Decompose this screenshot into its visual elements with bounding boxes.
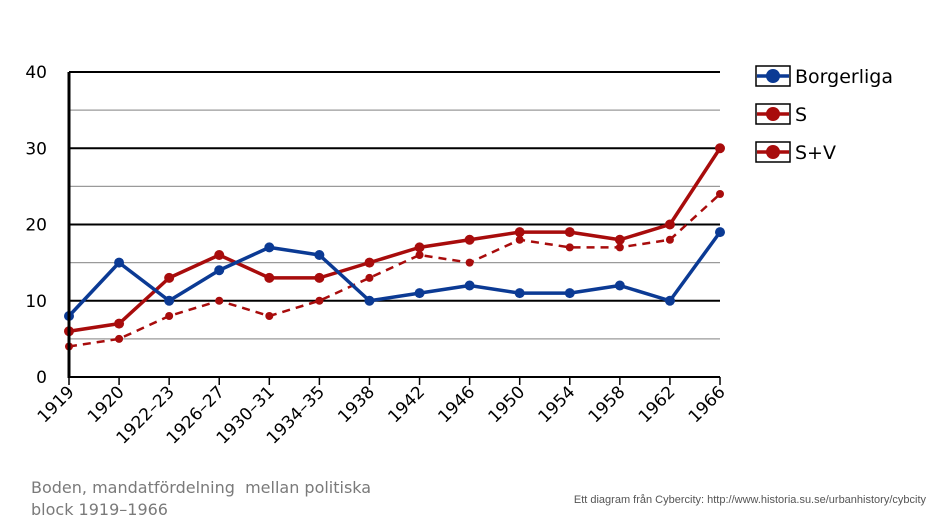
data-point: [314, 272, 325, 283]
legend-swatch-marker: [766, 107, 780, 121]
series-line: [67, 231, 722, 318]
x-tick-label: 1946: [434, 382, 479, 427]
y-tick-label: 30: [25, 139, 47, 159]
chart-credit: Ett diagram från Cybercity: http://www.h…: [573, 494, 926, 506]
data-point: [464, 234, 475, 245]
legend-item: S+V: [755, 141, 836, 164]
data-point: [415, 251, 424, 259]
x-tick-label: 1920: [84, 382, 129, 427]
data-point: [514, 227, 525, 238]
data-point: [414, 242, 425, 253]
x-tick-label: 1962: [635, 382, 680, 427]
legend-label: S+V: [795, 142, 836, 164]
data-point: [364, 295, 375, 306]
data-point: [464, 280, 475, 291]
legend-item: Borgerliga: [755, 65, 893, 88]
series-borgerliga: [64, 227, 725, 321]
data-point: [664, 295, 675, 306]
data-point: [264, 242, 275, 253]
series-line: [68, 193, 721, 348]
data-point: [214, 250, 225, 260]
data-point: [314, 250, 325, 260]
data-point: [515, 235, 524, 244]
data-point: [465, 258, 474, 267]
x-tick-label: 1938: [334, 382, 379, 427]
data-point: [716, 190, 724, 198]
data-point: [165, 312, 174, 320]
x-tick-label: 1958: [585, 382, 630, 427]
series-line: [68, 147, 722, 333]
legend-label: Borgerliga: [795, 66, 893, 88]
data-point: [164, 295, 175, 306]
data-point: [115, 334, 124, 343]
y-axis-tick-labels: 0 10 20 30 40: [25, 63, 47, 388]
x-tick-label: 1954: [535, 382, 580, 427]
data-point: [315, 296, 324, 305]
x-tick-label: 1966: [685, 382, 730, 427]
data-point: [265, 312, 274, 320]
x-tick-label: 1942: [384, 382, 429, 427]
grid-lines: [69, 71, 720, 340]
data-point: [664, 219, 675, 230]
series-s-v: [64, 143, 725, 337]
data-point: [665, 235, 674, 244]
y-tick-label: 0: [36, 368, 47, 388]
legend-swatch-marker: [766, 69, 780, 83]
data-point: [564, 288, 575, 299]
data-point: [114, 318, 125, 329]
data-point: [565, 243, 574, 252]
data-point: [414, 288, 425, 299]
data-point: [214, 265, 225, 276]
series-s: [65, 190, 724, 351]
legend-swatch-marker: [766, 145, 780, 159]
data-point: [614, 234, 625, 245]
legend: Borgerliga S S+V: [755, 65, 893, 164]
chart-caption: Boden, mandatfördelning mellan politiska…: [31, 478, 372, 519]
y-tick-label: 40: [25, 63, 47, 83]
data-point: [164, 272, 175, 283]
y-tick-label: 20: [25, 216, 47, 236]
y-tick-label: 10: [25, 292, 47, 312]
data-point: [215, 296, 224, 305]
data-point: [264, 272, 275, 283]
data-point: [715, 227, 725, 238]
x-tick-label: 1950: [484, 382, 529, 427]
data-point: [364, 257, 375, 268]
legend-label: S: [795, 104, 807, 126]
data-point: [564, 227, 575, 238]
x-axis-ticks: [68, 377, 721, 385]
data-point: [715, 143, 725, 154]
data-point: [614, 280, 625, 291]
x-tick-label: 1919: [34, 382, 79, 427]
data-point: [365, 273, 374, 282]
data-point: [514, 288, 525, 299]
series-lines: [64, 143, 725, 351]
legend-item: S: [755, 103, 807, 126]
data-point: [615, 243, 624, 252]
data-point: [114, 257, 125, 268]
